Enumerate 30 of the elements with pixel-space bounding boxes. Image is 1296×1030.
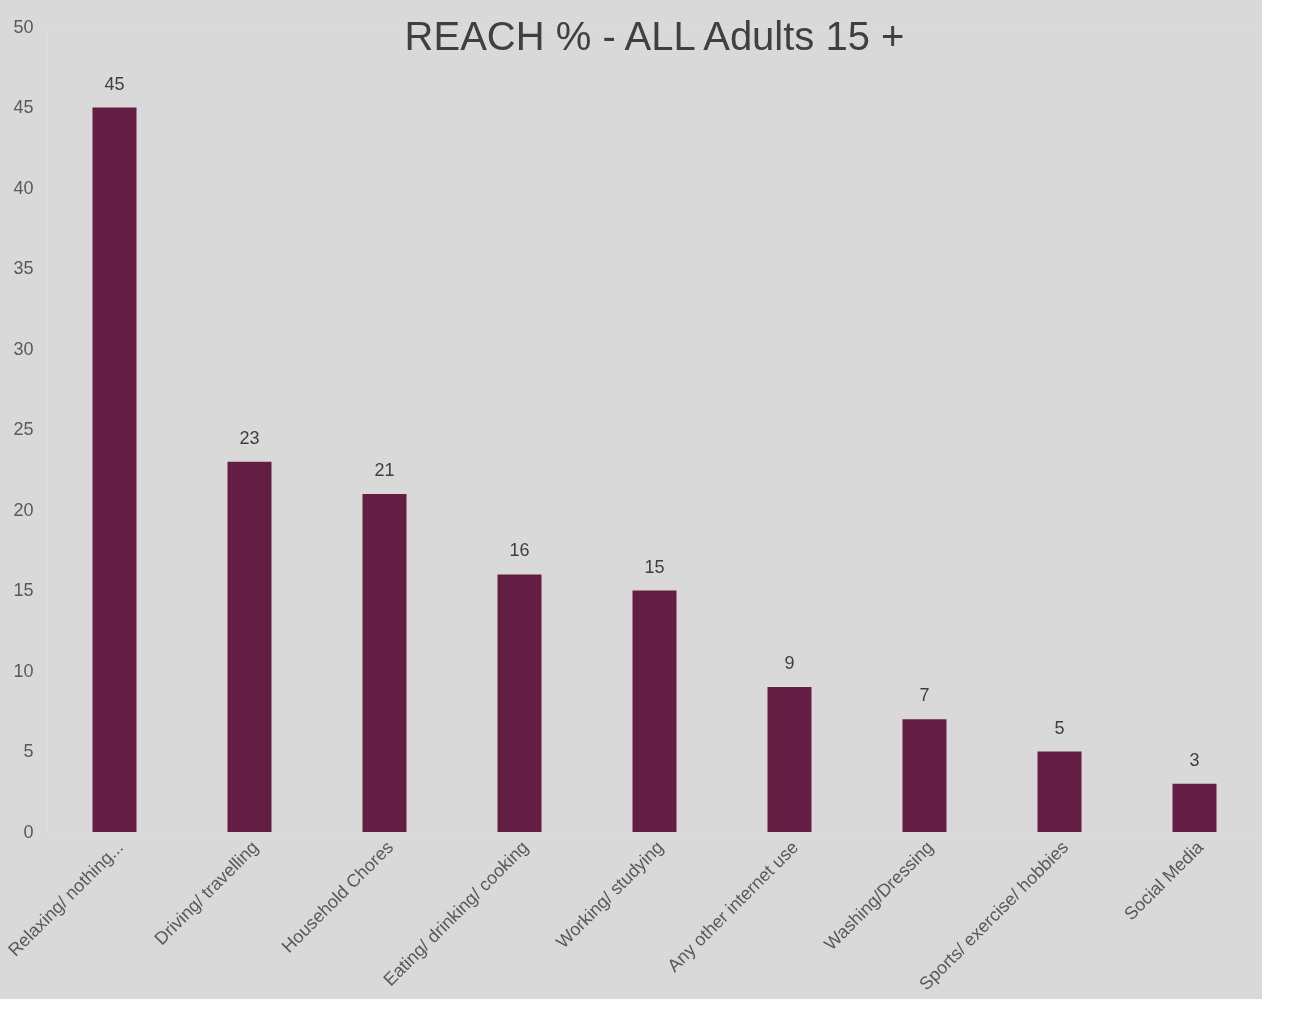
y-tick-label: 20 <box>13 499 34 520</box>
data-label: 45 <box>104 73 125 94</box>
data-label: 3 <box>1189 749 1200 770</box>
y-tick-label: 45 <box>13 97 34 117</box>
data-label: 16 <box>509 540 530 561</box>
data-label: 5 <box>1054 717 1065 738</box>
bar <box>902 719 947 832</box>
y-tick-label: 35 <box>13 258 34 278</box>
bar <box>632 590 677 832</box>
data-label: 9 <box>784 653 795 674</box>
bar <box>767 687 812 832</box>
bar <box>1172 783 1217 832</box>
data-label: 23 <box>239 427 260 448</box>
bar <box>362 493 407 832</box>
y-tick-label: 0 <box>23 821 34 842</box>
y-tick-label: 15 <box>13 580 34 600</box>
data-label: 15 <box>644 556 665 577</box>
data-label: 7 <box>919 685 930 706</box>
y-tick-label: 50 <box>13 16 34 37</box>
chart-title: REACH % - ALL Adults 15 + <box>404 14 905 58</box>
bar <box>227 461 272 832</box>
y-tick-label: 30 <box>13 338 34 359</box>
data-label: 21 <box>374 459 395 480</box>
bar <box>1037 751 1082 832</box>
y-tick-label: 10 <box>13 660 34 681</box>
y-tick-label: 25 <box>13 419 34 439</box>
y-tick-label: 5 <box>23 741 34 761</box>
bar <box>92 107 137 832</box>
y-tick-label: 40 <box>13 177 34 198</box>
bar <box>497 574 542 832</box>
